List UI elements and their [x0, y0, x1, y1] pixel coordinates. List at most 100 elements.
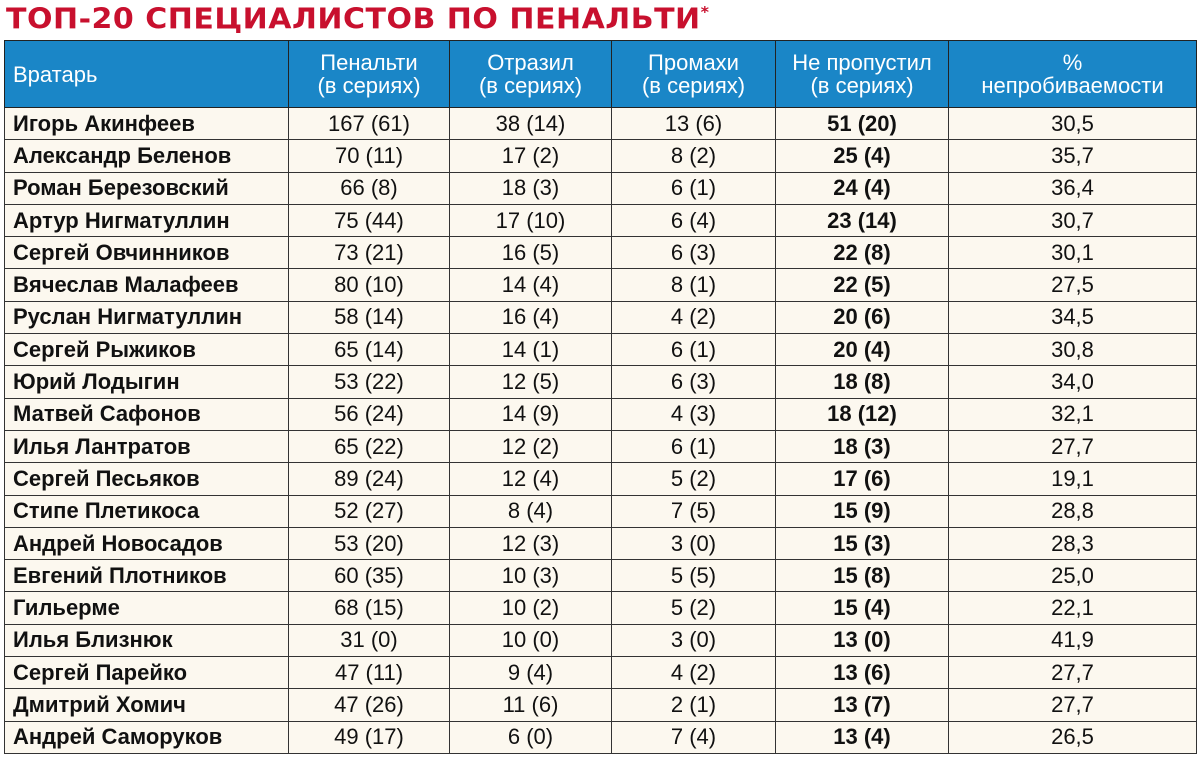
cell-clean-percent: 34,0	[948, 365, 1197, 399]
cell-missed: 6 (1)	[611, 171, 776, 205]
table-row: Игорь Акинфеев 167 (61) 38 (14) 13 (6) 51 (2…	[4, 106, 1197, 141]
table-row: Артур Нигматуллин 75 (44) 17 (10) 6 (4) 23 (…	[4, 203, 1197, 238]
cell-goalkeeper: Сергей Песьяков	[4, 462, 289, 496]
cell-goalkeeper: Андрей Саморуков	[4, 720, 289, 754]
cell-goalkeeper: Дмитрий Хомич	[4, 688, 289, 722]
cell-clean-percent: 25,0	[948, 559, 1197, 593]
cell-saved: 38 (14)	[449, 106, 612, 141]
header-line: Не пропустил	[792, 50, 932, 75]
cell-goalkeeper: Роман Березовский	[4, 171, 289, 205]
cell-penalties: 53 (22)	[288, 365, 450, 399]
cell-saved: 17 (10)	[449, 203, 612, 238]
cell-penalties: 70 (11)	[288, 139, 450, 173]
cell-penalties: 47 (11)	[288, 656, 450, 690]
cell-goalkeeper: Илья Лантратов	[4, 429, 289, 464]
cell-goalkeeper: Александр Беленов	[4, 139, 289, 173]
column-header-clean-percent: % непробиваемости	[948, 40, 1197, 108]
cell-missed: 3 (0)	[611, 623, 776, 658]
cell-not-conceded: 13 (4)	[775, 720, 949, 754]
cell-saved: 11 (6)	[449, 688, 612, 722]
cell-goalkeeper: Сергей Овчинников	[4, 236, 289, 270]
cell-not-conceded: 18 (3)	[775, 429, 949, 464]
cell-saved: 10 (0)	[449, 623, 612, 658]
cell-saved: 10 (2)	[449, 591, 612, 625]
cell-not-conceded: 51 (20)	[775, 106, 949, 141]
cell-saved: 14 (4)	[449, 268, 612, 302]
cell-clean-percent: 28,8	[948, 494, 1197, 528]
header-line: (в сериях)	[478, 73, 583, 98]
cell-saved: 12 (2)	[449, 429, 612, 464]
column-header-not-conceded: Не пропустил (в сериях)	[775, 40, 949, 108]
header-line: (в сериях)	[641, 73, 746, 98]
cell-clean-percent: 30,7	[948, 203, 1197, 238]
cell-not-conceded: 24 (4)	[775, 171, 949, 205]
cell-missed: 2 (1)	[611, 688, 776, 722]
cell-clean-percent: 36,4	[948, 171, 1197, 205]
column-header-saved: Отразил (в сериях)	[449, 40, 612, 108]
cell-clean-percent: 35,7	[948, 139, 1197, 173]
table-row: Руслан Нигматуллин 58 (14) 16 (4) 4 (2) 20 (…	[4, 300, 1197, 335]
cell-goalkeeper: Игорь Акинфеев	[4, 106, 289, 141]
cell-penalties: 73 (21)	[288, 236, 450, 270]
cell-not-conceded: 22 (8)	[775, 236, 949, 270]
cell-not-conceded: 17 (6)	[775, 462, 949, 496]
cell-penalties: 52 (27)	[288, 494, 450, 528]
cell-not-conceded: 22 (5)	[775, 268, 949, 302]
cell-missed: 4 (2)	[611, 656, 776, 690]
cell-goalkeeper: Артур Нигматуллин	[4, 203, 289, 238]
cell-saved: 14 (1)	[449, 333, 612, 367]
cell-goalkeeper: Андрей Новосадов	[4, 526, 289, 561]
table-row: Андрей Саморуков 49 (17) 6 (0) 7 (4) 13 (4) 2…	[4, 720, 1197, 754]
table-row: Илья Лантратов 65 (22) 12 (2) 6 (1) 18 (3) 27…	[4, 429, 1197, 464]
cell-not-conceded: 15 (9)	[775, 494, 949, 528]
cell-penalties: 49 (17)	[288, 720, 450, 754]
cell-not-conceded: 20 (6)	[775, 300, 949, 335]
footnote-mark: *	[700, 2, 710, 21]
header-line: Промахи	[648, 50, 739, 75]
header-line: Пенальти	[320, 50, 418, 75]
table-row: Роман Березовский 66 (8) 18 (3) 6 (1) 24 (4)…	[4, 171, 1197, 205]
cell-clean-percent: 34,5	[948, 300, 1197, 335]
cell-penalties: 68 (15)	[288, 591, 450, 625]
table-row: Стипе Плетикоса 52 (27) 8 (4) 7 (5) 15 (9) 28…	[4, 494, 1197, 528]
goalkeepers-table: Вратарь Пенальти (в сериях) Отразил (в серия…	[4, 40, 1197, 754]
cell-goalkeeper: Гильерме	[4, 591, 289, 625]
cell-missed: 4 (2)	[611, 300, 776, 335]
table-row: Евгений Плотников 60 (35) 10 (3) 5 (5) 15 (8…	[4, 559, 1197, 593]
cell-saved: 12 (5)	[449, 365, 612, 399]
cell-penalties: 56 (24)	[288, 397, 450, 431]
title-text: ТОП-20 СПЕЦИАЛИСТОВ ПО ПЕНАЛЬТИ	[6, 2, 701, 37]
table-row: Андрей Новосадов 53 (20) 12 (3) 3 (0) 15 (3)…	[4, 526, 1197, 561]
header-line: Вратарь	[13, 61, 98, 87]
cell-penalties: 60 (35)	[288, 559, 450, 593]
cell-goalkeeper: Матвей Сафонов	[4, 397, 289, 431]
cell-missed: 3 (0)	[611, 526, 776, 561]
cell-saved: 10 (3)	[449, 559, 612, 593]
cell-penalties: 58 (14)	[288, 300, 450, 335]
column-header-goalkeeper: Вратарь	[4, 40, 289, 108]
cell-missed: 6 (1)	[611, 429, 776, 464]
cell-missed: 5 (5)	[611, 559, 776, 593]
cell-penalties: 80 (10)	[288, 268, 450, 302]
table-row: Юрий Лодыгин 53 (22) 12 (5) 6 (3) 18 (8) 34,0	[4, 365, 1197, 399]
cell-penalties: 75 (44)	[288, 203, 450, 238]
cell-clean-percent: 30,8	[948, 333, 1197, 367]
cell-clean-percent: 30,5	[948, 106, 1197, 141]
cell-not-conceded: 18 (12)	[775, 397, 949, 431]
cell-saved: 17 (2)	[449, 139, 612, 173]
cell-not-conceded: 13 (7)	[775, 688, 949, 722]
table-row: Сергей Овчинников 73 (21) 16 (5) 6 (3) 22 (8…	[4, 236, 1197, 270]
cell-clean-percent: 32,1	[948, 397, 1197, 431]
cell-saved: 16 (4)	[449, 300, 612, 335]
cell-clean-percent: 22,1	[948, 591, 1197, 625]
cell-goalkeeper: Вячеслав Малафеев	[4, 268, 289, 302]
table-row: Сергей Парейко 47 (11) 9 (4) 4 (2) 13 (6) 27,…	[4, 656, 1197, 690]
cell-clean-percent: 27,7	[948, 429, 1197, 464]
cell-missed: 7 (4)	[611, 720, 776, 754]
cell-clean-percent: 27,7	[948, 656, 1197, 690]
cell-clean-percent: 30,1	[948, 236, 1197, 270]
cell-not-conceded: 15 (8)	[775, 559, 949, 593]
cell-saved: 14 (9)	[449, 397, 612, 431]
cell-goalkeeper: Сергей Рыжиков	[4, 333, 289, 367]
cell-missed: 6 (3)	[611, 236, 776, 270]
